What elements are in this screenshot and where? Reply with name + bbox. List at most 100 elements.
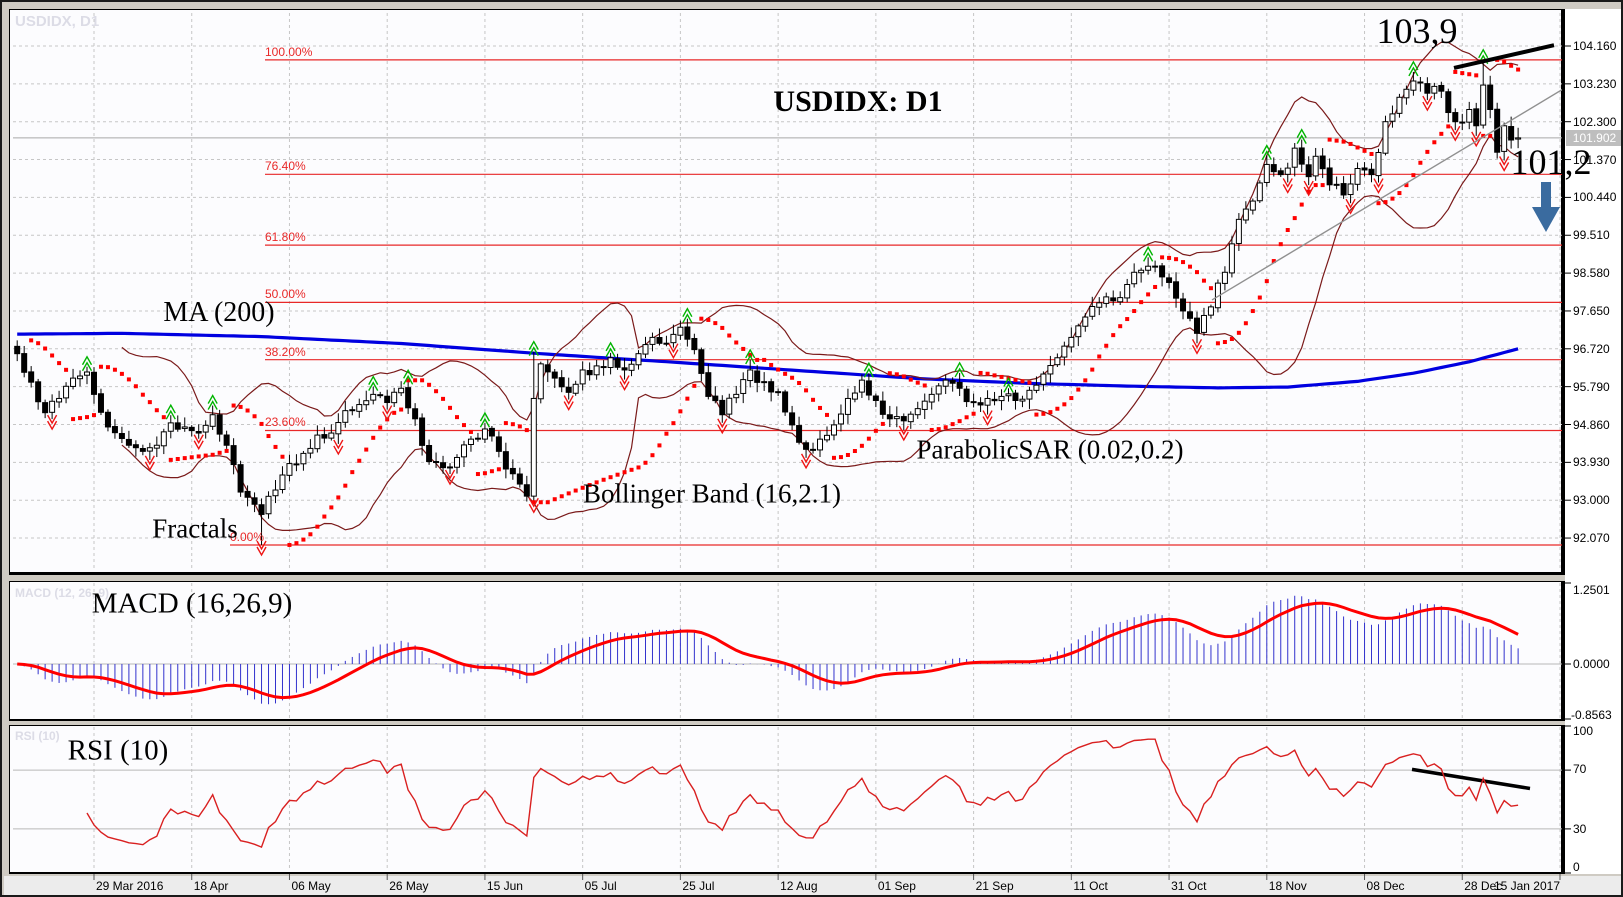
candle-body [237, 464, 244, 493]
candle-body [823, 434, 830, 441]
sar-dot [1194, 270, 1199, 275]
candle-body [1061, 345, 1068, 358]
rsi-indicator-panel[interactable] [9, 725, 1565, 874]
sar-dot [1222, 340, 1227, 345]
sar-dot [210, 452, 215, 457]
sar-dot [1215, 341, 1220, 346]
candle-body [300, 452, 307, 465]
rsi-axis-70-label: 70 [1573, 762, 1587, 776]
sar-dot [78, 416, 83, 421]
price-axis-label: 99.510 [1573, 228, 1610, 243]
sar-dot [1460, 71, 1465, 76]
sar-dot [852, 449, 857, 454]
candle-body [1466, 108, 1473, 123]
sar-dot [175, 456, 180, 461]
sar-dot [294, 541, 299, 546]
sar-dot [1327, 137, 1332, 142]
fractal-up-icon [863, 361, 874, 378]
candle-body [1375, 152, 1382, 177]
macd-signal-line[interactable] [17, 601, 1519, 700]
down-arrow-icon[interactable] [1530, 180, 1564, 236]
candle-body [1068, 336, 1075, 348]
candle-body [488, 427, 495, 437]
sar-dot [147, 400, 152, 405]
low-target-annotation[interactable]: 101,2 [1510, 142, 1592, 182]
candle-body [1333, 183, 1340, 186]
fractal-down-icon [717, 418, 728, 435]
candle-body [125, 438, 132, 446]
sar-dot [1111, 333, 1116, 338]
fractal-up-icon [528, 340, 539, 356]
sar-dot [1509, 63, 1514, 68]
candle-body [111, 426, 118, 434]
fractal-down-icon [1450, 125, 1461, 142]
sar-dot [762, 357, 767, 362]
sar-dot [1208, 286, 1213, 291]
rsi-trendline[interactable] [1411, 767, 1531, 791]
candle-body [1117, 297, 1124, 303]
sar-dot [978, 370, 983, 375]
sar-dot [755, 357, 760, 362]
high-target-annotation[interactable]: 103,9 [1376, 11, 1458, 51]
sar-dot [790, 375, 795, 380]
candle-body [1242, 208, 1249, 221]
sar-dot [769, 362, 774, 367]
candle-body [1131, 271, 1138, 285]
candle-body [998, 395, 1005, 402]
sar-dot [685, 396, 690, 401]
sar-dot [1132, 309, 1137, 314]
sar-dot [468, 429, 473, 434]
sar-dot [399, 407, 404, 412]
candle-body [146, 447, 153, 452]
date-label: 31 Oct [1171, 879, 1207, 893]
sar-dot [1376, 201, 1381, 206]
support-trendline[interactable] [1211, 88, 1563, 301]
candle-body [1501, 125, 1508, 152]
candle-body [523, 484, 530, 497]
candle-body [942, 379, 949, 387]
resistance-trendline[interactable] [1453, 43, 1555, 70]
fractal-up-icon [165, 403, 176, 420]
candle-body [1249, 200, 1256, 211]
sar-dot [1146, 292, 1151, 297]
candle-body [174, 422, 181, 430]
sar-dot [315, 524, 320, 529]
sar-dot [350, 470, 355, 475]
sar-dot [622, 470, 627, 475]
bollinger-upper-line[interactable] [121, 41, 1519, 421]
candle-body [398, 387, 405, 394]
sar-dot [1285, 228, 1290, 233]
candle-body [558, 377, 565, 388]
candle-body [230, 445, 237, 466]
macd-axis-max-label: 1.2501 [1573, 583, 1610, 597]
price-axis-label: 98.580 [1573, 266, 1610, 281]
sar-dot [336, 495, 341, 500]
sar-dot [273, 444, 278, 449]
sar-dot [880, 421, 885, 426]
candle-body [349, 409, 356, 412]
sar-dot [1474, 73, 1479, 78]
sar-dot [1034, 412, 1039, 417]
sar-dot [182, 456, 187, 461]
sar-dot [915, 380, 920, 385]
sar-dot [112, 367, 117, 372]
candle-body [1396, 96, 1403, 114]
price-chart-panel[interactable] [9, 9, 1565, 575]
sar-dot [1118, 324, 1123, 329]
sar-dot [119, 371, 124, 376]
candle-body [502, 451, 509, 470]
ma200-line[interactable] [17, 331, 1519, 390]
candle-body [914, 408, 921, 416]
rsi-value-line[interactable] [86, 738, 1519, 849]
bollinger-lower-line[interactable] [121, 134, 1519, 532]
time-axis-strip[interactable]: 29 Mar 2016 18 Apr 06 May 26 May 15 Jun 05 Ju… [4, 876, 1621, 895]
date-label: 29 Mar 2016 [96, 879, 164, 893]
candle-body [733, 393, 740, 399]
sar-dot [1076, 387, 1081, 392]
sar-dot [1502, 59, 1507, 64]
sar-dot [720, 325, 725, 330]
candle-body [1200, 314, 1207, 333]
sar-dot [1348, 141, 1353, 146]
candle-body [279, 474, 286, 491]
